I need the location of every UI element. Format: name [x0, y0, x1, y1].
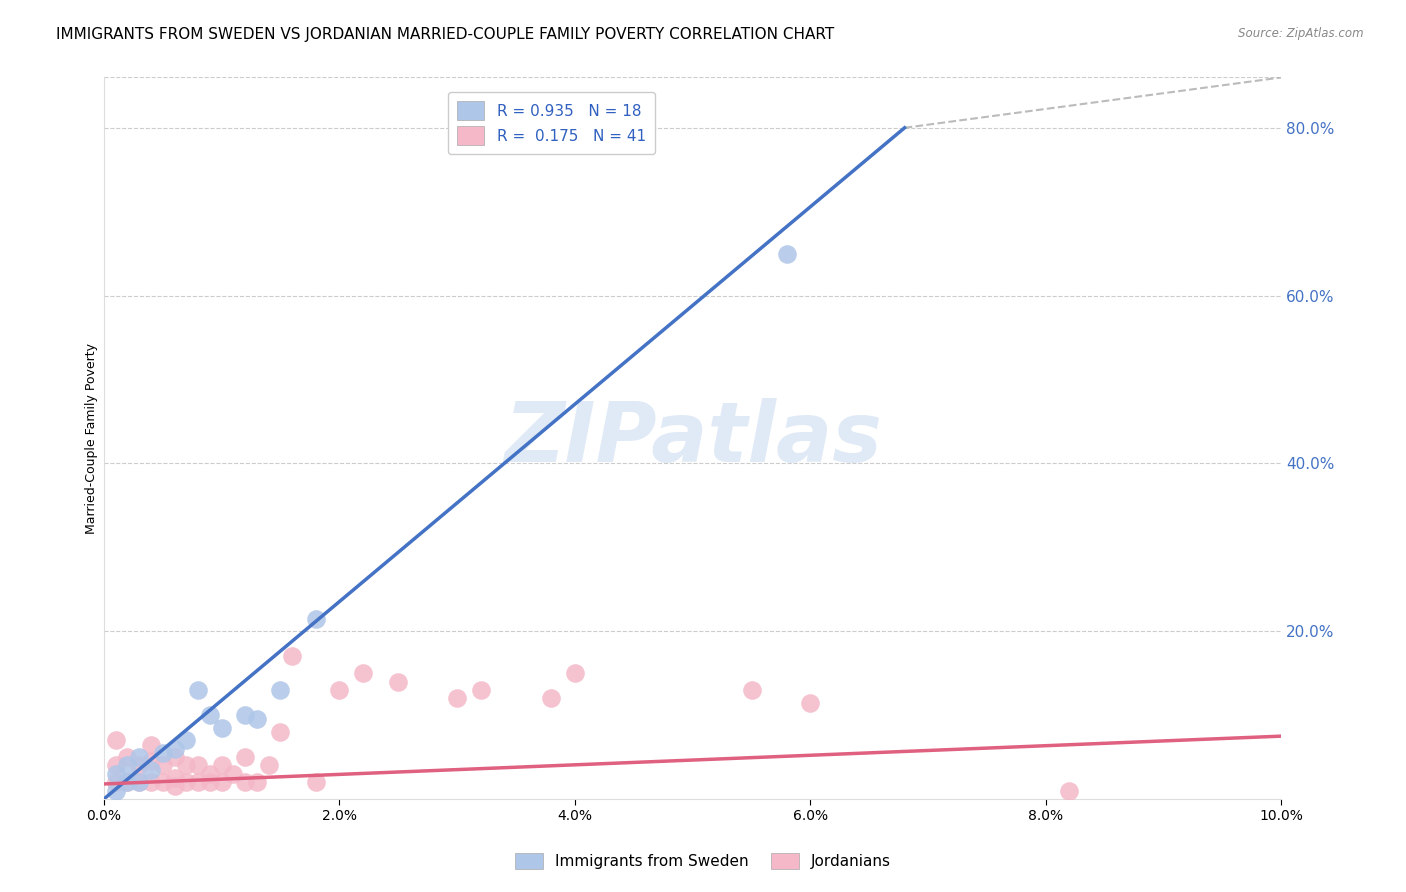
Point — [222, 767, 245, 781]
Point — [446, 691, 468, 706]
Point — [117, 775, 139, 789]
Point — [117, 775, 139, 789]
Point — [104, 758, 127, 772]
Point — [128, 758, 150, 772]
Point — [139, 763, 162, 777]
Point — [233, 708, 256, 723]
Point — [740, 683, 762, 698]
Point — [128, 750, 150, 764]
Point — [174, 775, 197, 789]
Point — [117, 750, 139, 764]
Point — [104, 767, 127, 781]
Point — [564, 666, 586, 681]
Point — [163, 771, 186, 785]
Point — [187, 775, 209, 789]
Point — [152, 758, 174, 772]
Point — [470, 683, 492, 698]
Point — [187, 683, 209, 698]
Point — [139, 775, 162, 789]
Point — [174, 733, 197, 747]
Legend: Immigrants from Sweden, Jordanians: Immigrants from Sweden, Jordanians — [509, 847, 897, 875]
Text: IMMIGRANTS FROM SWEDEN VS JORDANIAN MARRIED-COUPLE FAMILY POVERTY CORRELATION CH: IMMIGRANTS FROM SWEDEN VS JORDANIAN MARR… — [56, 27, 835, 42]
Y-axis label: Married-Couple Family Poverty: Married-Couple Family Poverty — [86, 343, 98, 533]
Point — [540, 691, 562, 706]
Point — [257, 758, 280, 772]
Point — [104, 733, 127, 747]
Point — [352, 666, 374, 681]
Point — [246, 775, 269, 789]
Point — [246, 712, 269, 726]
Point — [233, 750, 256, 764]
Point — [128, 775, 150, 789]
Point — [139, 754, 162, 768]
Point — [281, 649, 304, 664]
Point — [104, 783, 127, 797]
Point — [117, 758, 139, 772]
Point — [163, 780, 186, 794]
Point — [211, 721, 233, 735]
Point — [198, 767, 221, 781]
Point — [1059, 783, 1081, 797]
Point — [198, 775, 221, 789]
Point — [233, 775, 256, 789]
Point — [799, 696, 821, 710]
Point — [328, 683, 350, 698]
Point — [387, 674, 409, 689]
Point — [305, 612, 328, 626]
Point — [152, 746, 174, 760]
Point — [174, 758, 197, 772]
Point — [152, 775, 174, 789]
Point — [269, 725, 291, 739]
Point — [163, 750, 186, 764]
Point — [187, 758, 209, 772]
Point — [211, 758, 233, 772]
Text: ZIPatlas: ZIPatlas — [503, 398, 882, 479]
Point — [104, 775, 127, 789]
Point — [211, 775, 233, 789]
Point — [139, 738, 162, 752]
Point — [163, 741, 186, 756]
Point — [128, 775, 150, 789]
Point — [776, 246, 799, 260]
Text: Source: ZipAtlas.com: Source: ZipAtlas.com — [1239, 27, 1364, 40]
Point — [305, 775, 328, 789]
Legend: R = 0.935   N = 18, R =  0.175   N = 41: R = 0.935 N = 18, R = 0.175 N = 41 — [447, 92, 655, 154]
Point — [269, 683, 291, 698]
Point — [198, 708, 221, 723]
